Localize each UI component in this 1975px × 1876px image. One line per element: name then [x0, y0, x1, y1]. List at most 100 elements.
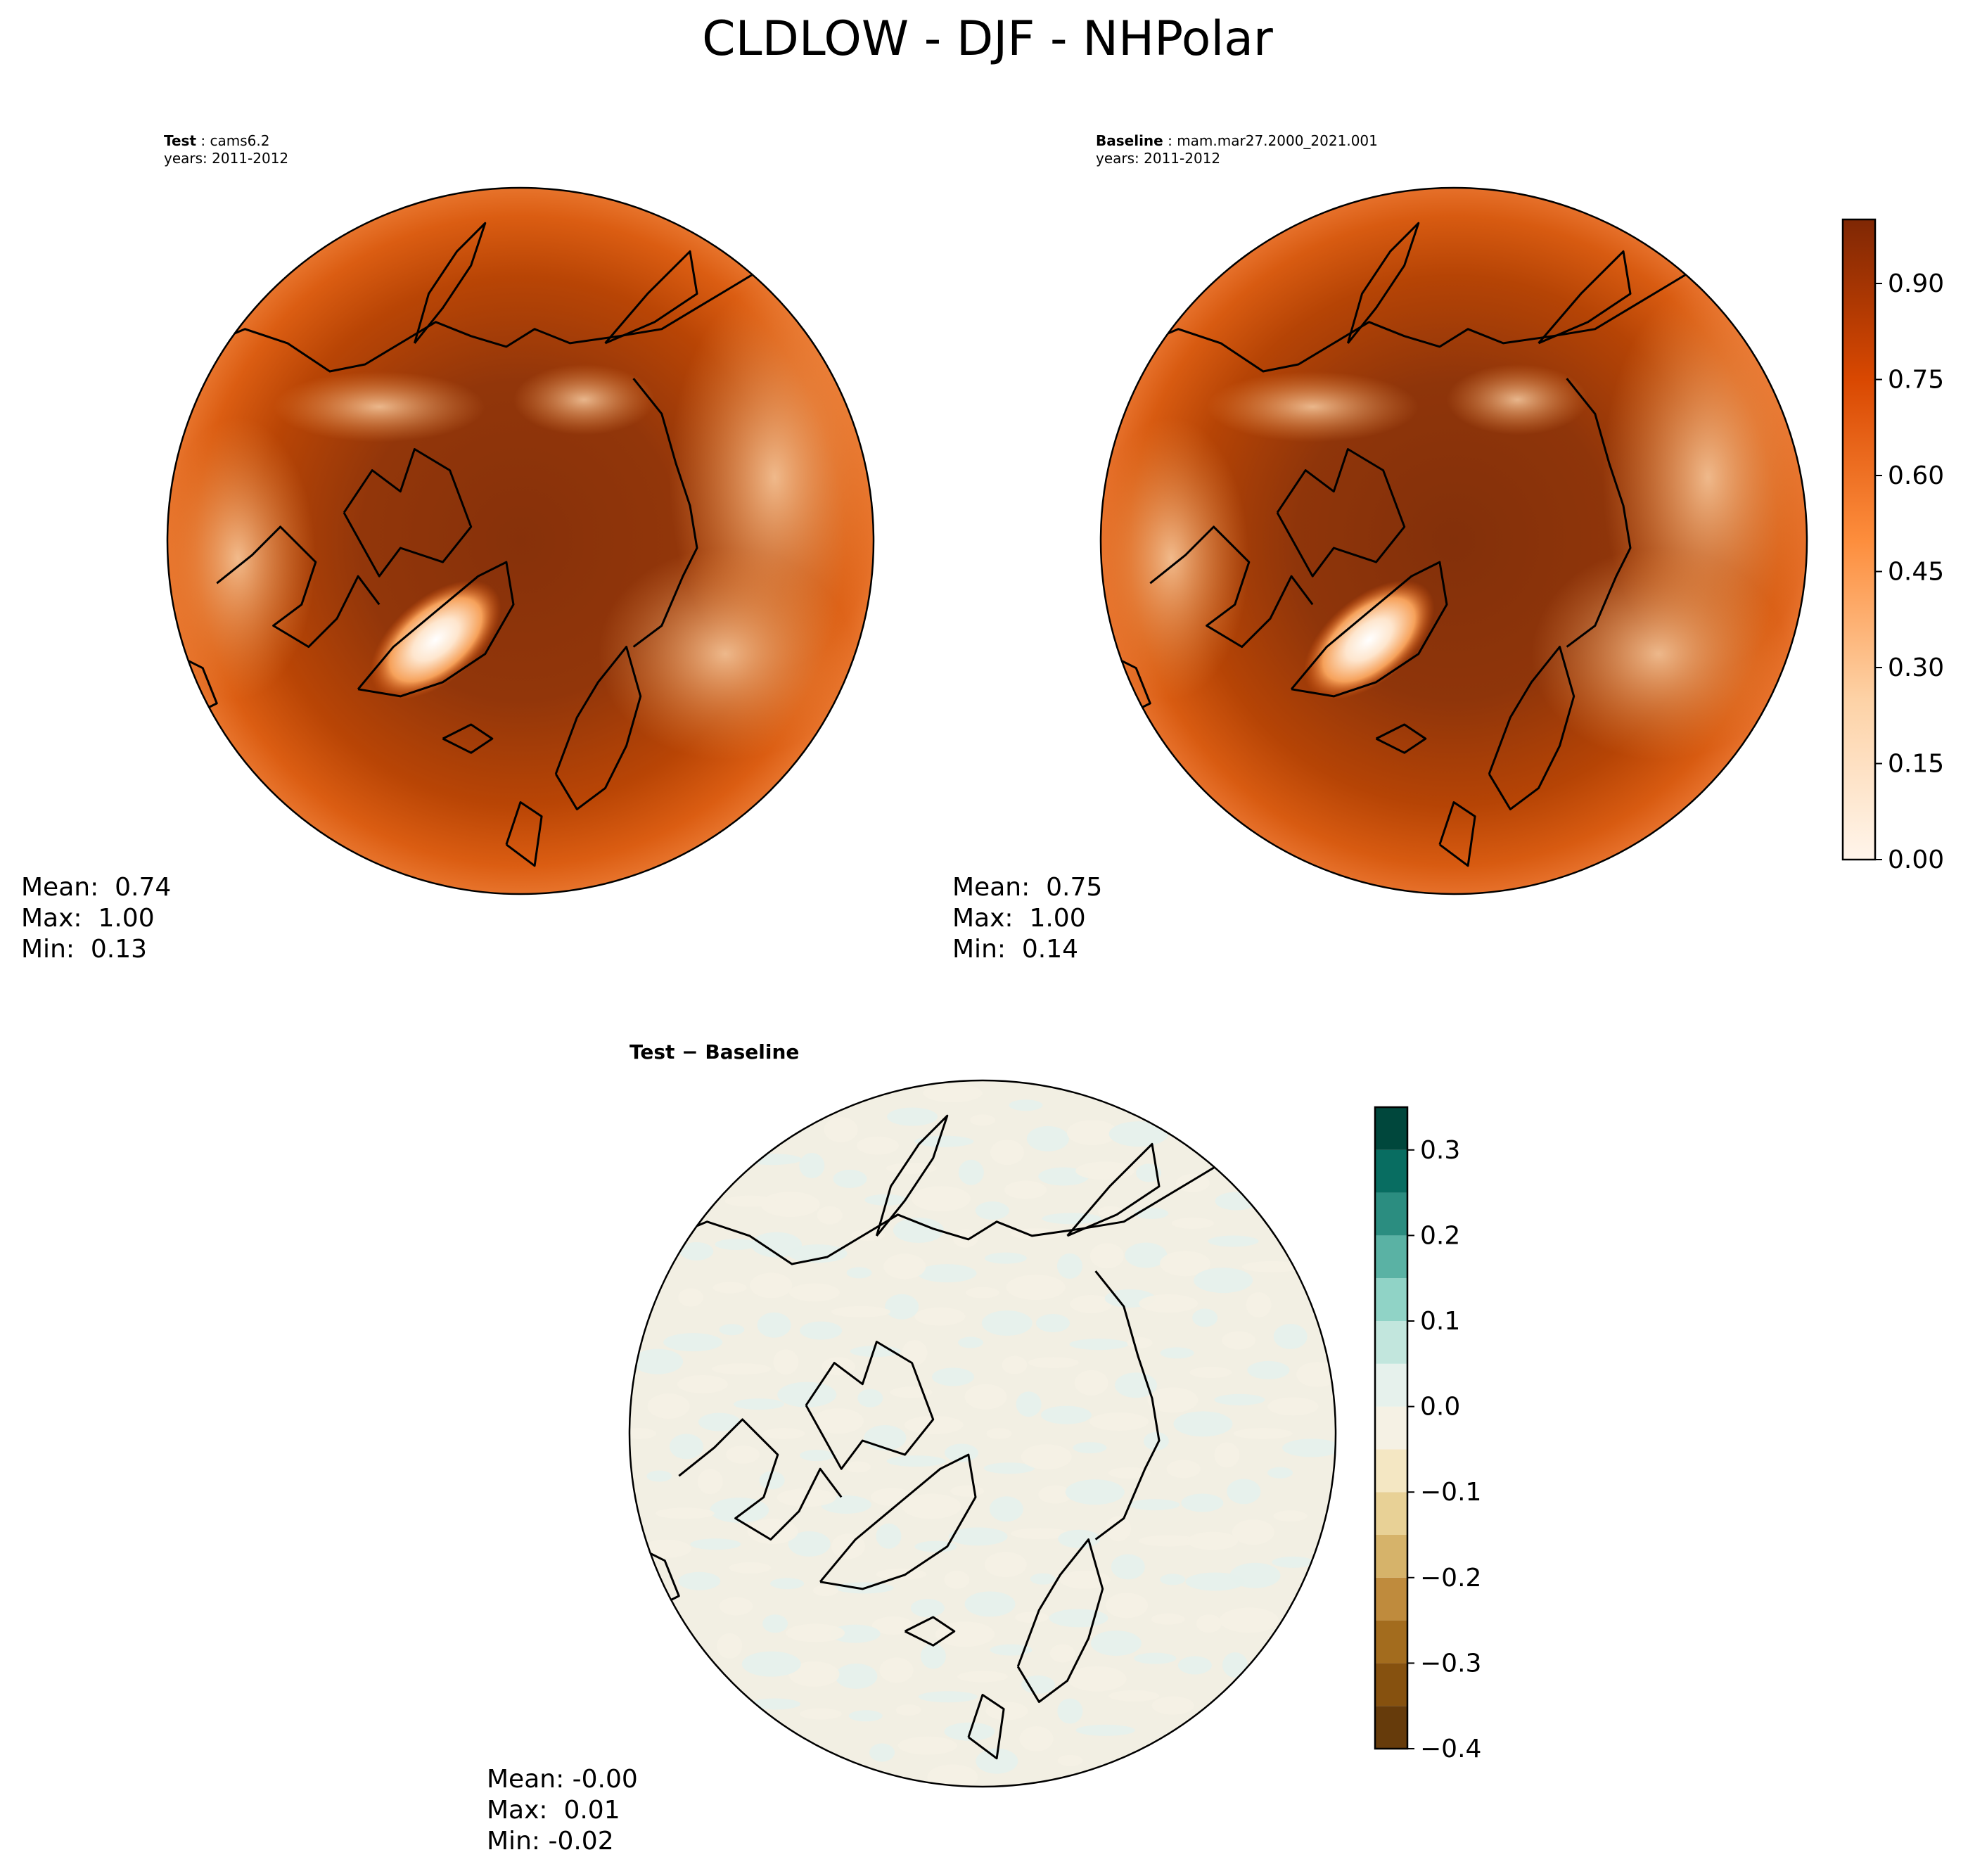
difference-anomaly-patch [917, 1264, 977, 1283]
baseline-case-name: mam.mar27.2000_2021.001 [1177, 132, 1378, 149]
difference-anomaly-patch [1065, 1479, 1125, 1505]
difference-coastline [819, 1453, 977, 1590]
difference-anomaly-patch [975, 1201, 1009, 1220]
difference-anomaly-patch [1036, 1313, 1070, 1332]
difference-anomaly-patch [749, 1698, 800, 1710]
difference-coastline [904, 1616, 956, 1647]
difference-anomaly-patch [1267, 1467, 1293, 1479]
baseline-panel-title: Baseline : mam.mar27.2000_2021.001 years… [1096, 132, 1378, 167]
difference-anomaly-patch [1011, 1228, 1062, 1240]
test-label: Test [164, 132, 197, 149]
difference-anomaly-patch [697, 1469, 723, 1495]
baseline-greenland-minimum [1303, 580, 1435, 700]
difference-anomaly-patch [831, 1306, 890, 1317]
difference-anomaly-patch [1066, 1120, 1118, 1146]
difference-anomaly-patch [1208, 1235, 1259, 1247]
difference-anomaly-patch [845, 1461, 871, 1473]
colorbar-main-tick-label: 0.15 [1888, 750, 1944, 779]
difference-anomaly-patch [690, 1538, 741, 1550]
baseline-low-cloud-region [1446, 364, 1588, 435]
difference-anomaly-patch [1030, 1573, 1056, 1585]
difference-anomaly-patch [1058, 1529, 1101, 1548]
difference-anomaly-patch [719, 1324, 745, 1336]
difference-anomaly-patch [920, 1643, 946, 1669]
difference-anomaly-patch [983, 1462, 1035, 1474]
colorbar-difference-level [1375, 1321, 1407, 1364]
colorbar-difference-level [1375, 1706, 1407, 1749]
difference-anomaly-patch [846, 1267, 872, 1279]
difference-anomaly-patch [914, 1540, 957, 1552]
difference-anomaly-patch [655, 1507, 715, 1519]
difference-anomaly-patch [710, 1498, 769, 1524]
colorbar-difference-tick-label: 0.2 [1420, 1221, 1460, 1250]
difference-anomaly-patch [1090, 1631, 1142, 1657]
difference-coastline [664, 1157, 1231, 1265]
difference-coastline [1016, 1538, 1104, 1703]
difference-anomaly-patch [912, 1186, 971, 1212]
difference-anomaly-patch [1015, 1612, 1049, 1623]
baseline-coastline [1276, 448, 1406, 578]
difference-anomaly-patch [1215, 1192, 1258, 1211]
difference-anomaly-patch [788, 1244, 848, 1263]
colorbar-main-tick-label: 0.45 [1888, 558, 1944, 587]
difference-anomaly-patch [848, 1710, 883, 1722]
colorbar-main-tick-label: 0.30 [1888, 653, 1944, 682]
difference-anomaly-patch [1181, 1493, 1224, 1512]
colorbar-difference-level [1375, 1107, 1407, 1150]
difference-anomaly-patch [857, 1389, 883, 1408]
difference-anomaly-patch [1296, 1362, 1336, 1388]
difference-anomaly-patch [1151, 1696, 1194, 1715]
difference-anomaly-patch [1229, 1562, 1281, 1588]
difference-anomaly-patch [669, 1434, 703, 1460]
colorbar-difference-level [1375, 1449, 1407, 1493]
figure-title: CLDLOW - DJF - NHPolar [702, 11, 1273, 67]
difference-anomaly-patch [1233, 1428, 1293, 1439]
test-coastline [216, 525, 381, 649]
difference-anomaly-patch [985, 1702, 1028, 1721]
colorbar-difference-tick-label: −0.3 [1420, 1649, 1481, 1678]
difference-anomaly-patch [893, 1217, 944, 1243]
test-years: years: 2011-2012 [164, 150, 289, 167]
difference-anomaly-patch [750, 1272, 793, 1298]
difference-min: Min: -0.02 [487, 1827, 614, 1856]
test-coastline [357, 561, 515, 698]
difference-anomaly-patch [1038, 1485, 1073, 1504]
difference-anomaly-patch [1106, 1593, 1149, 1619]
test-max: Max: 1.00 [21, 904, 155, 933]
difference-anomaly-patch [712, 1282, 747, 1294]
difference-anomaly-patch [1173, 1411, 1233, 1437]
test-coastline [413, 222, 487, 344]
difference-anomaly-patch [1108, 1121, 1168, 1147]
difference-anomaly-patch [751, 1232, 803, 1258]
difference-anomaly-patch [812, 1408, 864, 1434]
difference-anomaly-patch [698, 1412, 741, 1431]
difference-anomaly-patch [1011, 1528, 1070, 1540]
difference-anomaly-patch [1136, 1163, 1162, 1182]
difference-anomaly-patch [799, 1153, 825, 1179]
difference-anomaly-patch [1139, 1535, 1199, 1547]
difference-anomaly-patch [715, 1238, 758, 1250]
colorbar-difference-level [1375, 1620, 1407, 1664]
difference-anomaly-patch [1006, 1275, 1066, 1301]
difference-anomaly-patch [1175, 1173, 1210, 1192]
colorbar-main-tick-label: 0.00 [1888, 846, 1944, 874]
colorbar-main-bar [1841, 218, 1877, 861]
difference-anomaly-patch [876, 1523, 902, 1549]
difference-anomaly-patch [1139, 1294, 1199, 1313]
difference-anomaly-patch [1073, 1442, 1107, 1454]
colorbar-difference-level [1375, 1577, 1407, 1621]
difference-anomaly-patch [1214, 1393, 1265, 1405]
difference-anomaly-patch [1004, 1180, 1047, 1199]
difference-anomaly-patch [835, 1663, 878, 1689]
difference-anomaly-patch [864, 1425, 907, 1451]
difference-anomaly-patch [1160, 1347, 1194, 1359]
difference-anomaly-patch [1151, 1613, 1185, 1625]
difference-anomaly-patch [1019, 1725, 1054, 1751]
test-mean: Mean: 0.74 [21, 873, 172, 902]
difference-anomaly-patch [1185, 1572, 1245, 1591]
difference-anomaly-patch [948, 1527, 1008, 1546]
difference-anomaly-patch [1021, 1444, 1072, 1470]
difference-anomaly-patch [1227, 1479, 1261, 1505]
difference-anomaly-patch [879, 1657, 914, 1683]
